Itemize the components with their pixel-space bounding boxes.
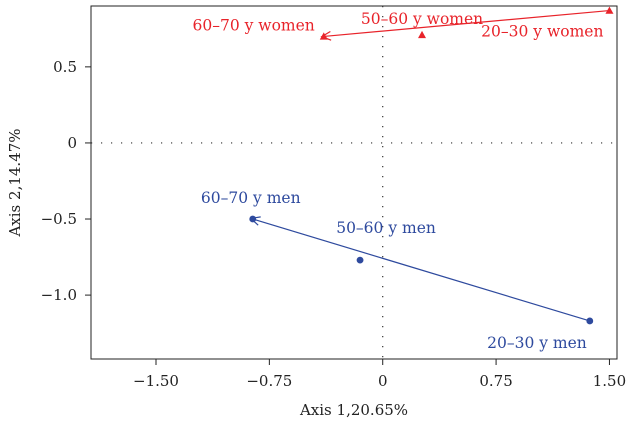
- y-tick-label: −1.0: [41, 286, 77, 304]
- data-label: 20–30 y women: [481, 23, 603, 41]
- x-tick-label: 1.50: [593, 372, 626, 390]
- data-point: [319, 32, 328, 40]
- data-label: 20–30 y men: [487, 334, 587, 352]
- data-point: [605, 6, 614, 14]
- y-tick-label: 0: [67, 134, 77, 152]
- data-point: [418, 30, 427, 39]
- y-tick-label: −0.5: [41, 210, 77, 228]
- axes-layer: −1.50 −0.75 0 0.75 1.50 0.5 0 −0.5 −1.0: [41, 5, 626, 390]
- marks-layer: [249, 6, 614, 325]
- data-point: [586, 317, 594, 325]
- x-tick-label: −1.50: [133, 372, 179, 390]
- y-axis-title: Axis 2,14.47%: [6, 128, 24, 237]
- data-label: 50–60 y men: [336, 219, 436, 237]
- data-label: 50–60 y women: [361, 10, 483, 28]
- data-point: [356, 256, 364, 264]
- x-axis-title: Axis 1,20.65%: [299, 401, 408, 419]
- data-point: [249, 215, 257, 223]
- data-label: 60–70 y women: [193, 16, 315, 34]
- trend-arrow-line: [252, 218, 590, 322]
- grid-layer: [91, 6, 617, 359]
- trend-arrow-line: [323, 9, 610, 38]
- x-tick-label: −0.75: [246, 372, 292, 390]
- plot-frame: [90, 5, 618, 360]
- y-tick-label: 0.5: [53, 58, 77, 76]
- x-tick-label: 0: [378, 372, 388, 390]
- data-label: 60–70 y men: [201, 189, 301, 207]
- x-tick-label: 0.75: [479, 372, 512, 390]
